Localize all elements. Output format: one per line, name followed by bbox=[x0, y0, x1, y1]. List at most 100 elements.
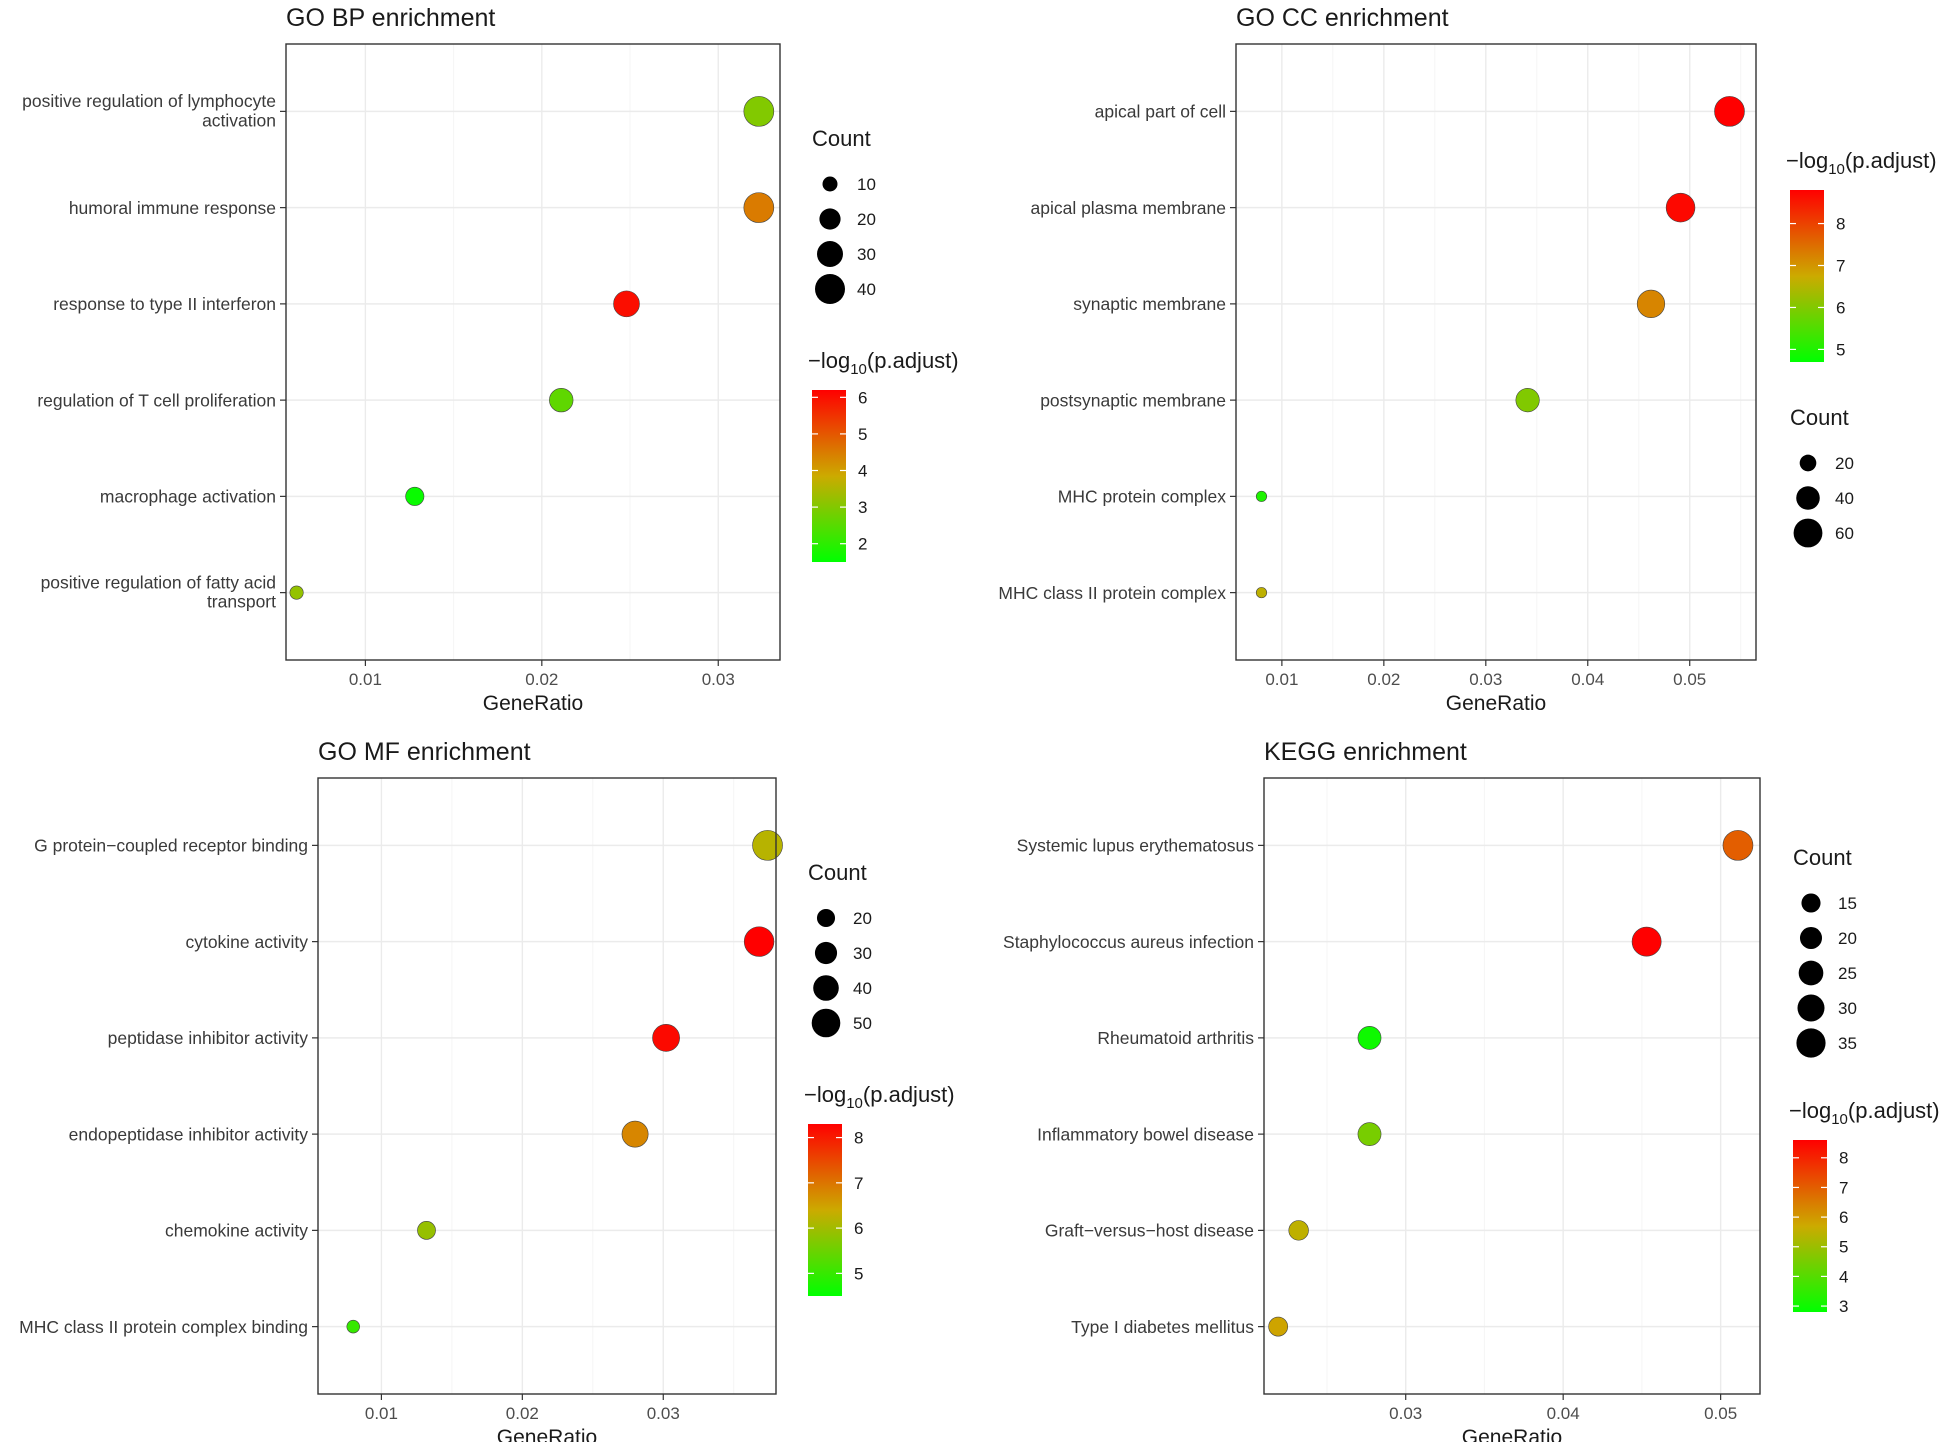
x-tick-label: 0.02 bbox=[506, 1404, 539, 1423]
panel-border bbox=[1235, 43, 1757, 661]
panel-title: GO MF enrichment bbox=[318, 738, 531, 766]
size-legend-title: Count bbox=[812, 126, 871, 151]
x-axis-title: GeneRatio bbox=[483, 692, 583, 715]
color-legend-title: −log10(p.adjust) bbox=[808, 348, 959, 378]
color-legend: −log10(p.adjust) 2 3 4 5 6 bbox=[808, 348, 959, 562]
size-legend-key bbox=[1793, 518, 1823, 548]
data-point bbox=[743, 96, 775, 127]
size-legend-label: 40 bbox=[857, 280, 876, 299]
x-tick-label: 0.04 bbox=[1547, 1404, 1580, 1423]
panel-title: GO BP enrichment bbox=[286, 4, 495, 32]
data-point bbox=[1357, 1026, 1382, 1050]
color-legend-title: −log10(p.adjust) bbox=[1789, 1098, 1940, 1128]
color-legend-bar bbox=[1790, 190, 1824, 362]
data-point bbox=[1714, 96, 1745, 127]
x-tick-label: 0.01 bbox=[1265, 670, 1298, 689]
x-tick-label: 0.05 bbox=[1704, 1404, 1737, 1423]
panel-background bbox=[286, 44, 780, 660]
data-point bbox=[743, 192, 775, 223]
panel-title: GO CC enrichment bbox=[1236, 4, 1449, 32]
size-legend-label: 20 bbox=[1838, 929, 1857, 948]
x-axis-title: GeneRatio bbox=[1462, 1426, 1562, 1442]
color-legend-label: 5 bbox=[858, 425, 867, 444]
color-legend-label: 6 bbox=[854, 1219, 863, 1238]
size-legend-key bbox=[1801, 893, 1821, 913]
color-legend-label: 6 bbox=[1836, 298, 1845, 317]
color-legend-label: 2 bbox=[858, 535, 867, 554]
data-point bbox=[613, 290, 640, 318]
panel-title: KEGG enrichment bbox=[1264, 738, 1467, 766]
size-legend-label: 20 bbox=[853, 909, 872, 928]
color-legend-title: −log10(p.adjust) bbox=[1786, 148, 1937, 178]
color-legend-bar bbox=[808, 1124, 842, 1296]
panel-background bbox=[1236, 44, 1756, 660]
size-legend-label: 20 bbox=[1835, 454, 1854, 473]
size-legend-label: 25 bbox=[1838, 964, 1857, 983]
color-legend-label: 5 bbox=[854, 1264, 863, 1283]
data-point bbox=[1255, 587, 1268, 599]
size-legend-label: 35 bbox=[1838, 1034, 1857, 1053]
y-tick-label: postsynaptic membrane bbox=[1040, 390, 1226, 410]
panel-border bbox=[317, 777, 777, 1395]
size-legend-title: Count bbox=[808, 860, 867, 885]
size-legend-label: 30 bbox=[857, 245, 876, 264]
panel-border bbox=[1263, 777, 1761, 1395]
data-point bbox=[417, 1221, 436, 1240]
x-tick-label: 0.03 bbox=[647, 1404, 680, 1423]
color-legend-title-main: −log bbox=[804, 1082, 846, 1107]
color-legend: −log10(p.adjust) 5 6 7 8 bbox=[1786, 148, 1937, 362]
color-legend-title-main: −log bbox=[1786, 148, 1828, 173]
size-legend-label: 10 bbox=[857, 175, 876, 194]
size-legend-label: 60 bbox=[1835, 524, 1854, 543]
size-legend-key bbox=[813, 975, 839, 1001]
color-legend-title-sub: 10 bbox=[846, 1095, 863, 1112]
y-tick-label: MHC class II protein complex bbox=[998, 583, 1226, 603]
color-legend-label: 8 bbox=[1836, 215, 1845, 234]
y-tick-label: Staphylococcus aureus infection bbox=[1003, 932, 1254, 952]
y-tick-label: positive regulation of lymphocyte activat… bbox=[22, 91, 276, 130]
y-tick-label: cytokine activity bbox=[185, 932, 308, 952]
y-tick-label: MHC protein complex bbox=[1058, 487, 1226, 507]
y-tick-label: synaptic membrane bbox=[1073, 294, 1226, 314]
size-legend-key bbox=[822, 176, 838, 192]
size-legend-key bbox=[1798, 960, 1824, 986]
y-tick-label: Rheumatoid arthritis bbox=[1097, 1028, 1254, 1048]
color-legend-bar bbox=[1793, 1140, 1827, 1312]
color-legend: −log10(p.adjust) 3 4 5 6 7 8 bbox=[1789, 1098, 1940, 1316]
data-point bbox=[346, 1319, 360, 1334]
size-legend-label: 40 bbox=[853, 979, 872, 998]
y-tick-label: endopeptidase inhibitor activity bbox=[69, 1124, 309, 1144]
color-legend-label: 6 bbox=[858, 388, 867, 407]
data-point bbox=[752, 830, 783, 861]
x-axis-title: GeneRatio bbox=[497, 1426, 597, 1442]
y-tick-label: MHC class II protein complex binding bbox=[19, 1317, 308, 1337]
size-legend-key bbox=[816, 908, 836, 928]
color-legend-title-rest: (p.adjust) bbox=[1848, 1098, 1940, 1123]
data-point bbox=[652, 1024, 680, 1052]
color-legend-title: −log10(p.adjust) bbox=[804, 1082, 955, 1112]
data-point bbox=[1665, 192, 1696, 223]
y-tick-label: Inflammatory bowel disease bbox=[1037, 1124, 1254, 1144]
data-point bbox=[289, 585, 304, 600]
size-legend-key bbox=[819, 208, 841, 230]
color-legend-label: 4 bbox=[858, 461, 867, 480]
size-legend-key bbox=[1799, 454, 1817, 472]
color-legend-label: 5 bbox=[1836, 340, 1845, 359]
x-tick-label: 0.03 bbox=[1469, 670, 1502, 689]
y-tick-label: Graft−versus−host disease bbox=[1045, 1221, 1254, 1241]
panel-border bbox=[285, 43, 781, 661]
size-legend-key bbox=[1796, 1028, 1826, 1058]
data-point bbox=[621, 1120, 649, 1148]
color-legend-title-rest: (p.adjust) bbox=[867, 348, 959, 373]
y-tick-label-line: activation bbox=[202, 110, 276, 130]
color-legend-title-rest: (p.adjust) bbox=[863, 1082, 955, 1107]
panel-2: GO CC enrichment apical part of cell apica… bbox=[998, 4, 1936, 715]
size-legend: Count 15 20 25 30 35 bbox=[1793, 845, 1857, 1058]
panel-1: GO BP enrichment positive regulation of l… bbox=[22, 4, 959, 715]
size-legend-key bbox=[814, 941, 838, 965]
x-tick-label: 0.01 bbox=[365, 1404, 398, 1423]
size-legend-label: 30 bbox=[853, 944, 872, 963]
size-legend-key bbox=[817, 241, 843, 267]
color-legend-label: 7 bbox=[1836, 256, 1845, 275]
y-tick-label: macrophage activation bbox=[100, 487, 276, 507]
